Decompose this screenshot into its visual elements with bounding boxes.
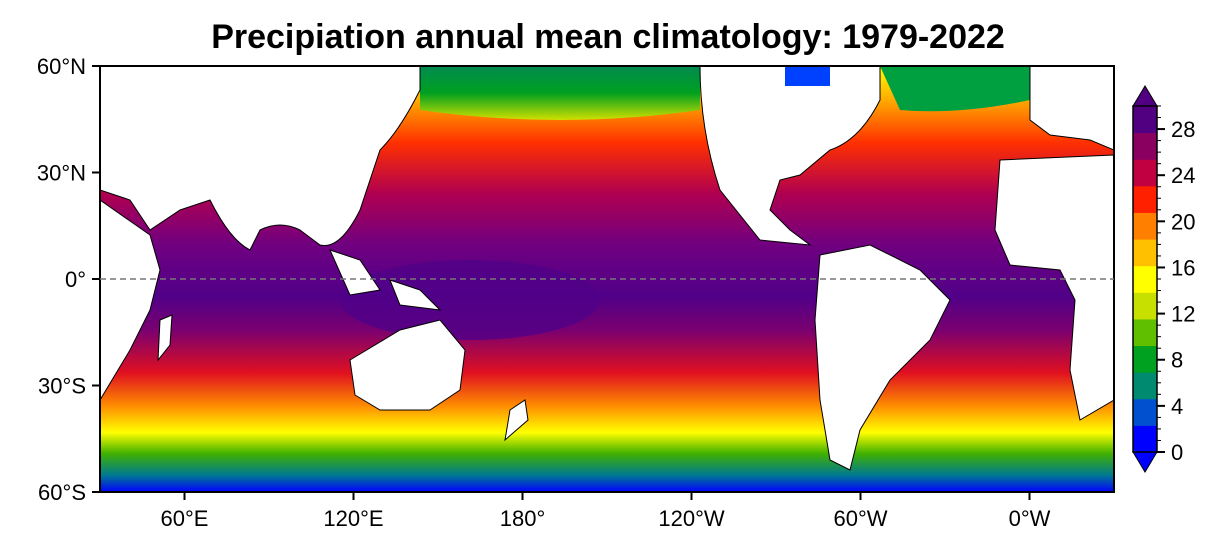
new-zealand bbox=[504, 399, 529, 442]
colorbar-extend-min bbox=[1132, 451, 1158, 473]
north-pacific-band bbox=[420, 66, 700, 120]
colorbar-tick-label: 20 bbox=[1171, 209, 1195, 234]
colorbar-segment bbox=[1133, 265, 1157, 293]
lon-tick-label: 0°W bbox=[1009, 506, 1051, 531]
colorbar-segment bbox=[1133, 212, 1157, 240]
lon-tick-label: 60°E bbox=[161, 506, 209, 531]
longitude-ticks: 60°E 120°E 180° 120°W 60°W 0°W bbox=[161, 492, 1051, 531]
west-pacific-warm-pool bbox=[340, 260, 600, 340]
lat-tick-label: 30°S bbox=[38, 374, 86, 399]
eurasia-africa-landmass bbox=[100, 66, 421, 251]
lat-tick-label: 30°N bbox=[37, 161, 86, 186]
latitude-ticks: 60°N 30°N 0° 30°S 60°S bbox=[37, 54, 100, 505]
colorbar-segment bbox=[1133, 106, 1157, 134]
colorbar-segment bbox=[1133, 425, 1157, 453]
colorbar-segment bbox=[1133, 318, 1157, 347]
europe-landmass bbox=[1029, 66, 1114, 151]
colorbar-tick-label: 4 bbox=[1171, 394, 1183, 419]
lon-tick-label: 60°W bbox=[833, 506, 887, 531]
colorbar-segment bbox=[1133, 239, 1157, 267]
colorbar-segment bbox=[1133, 398, 1157, 426]
colorbar-tick-label: 12 bbox=[1171, 302, 1195, 327]
australia-landmass bbox=[349, 319, 466, 411]
colorbar-segment bbox=[1133, 185, 1157, 213]
colorbar-tick-label: 28 bbox=[1171, 117, 1195, 142]
lat-tick-label: 0° bbox=[65, 267, 86, 292]
lat-tick-label: 60°S bbox=[38, 480, 86, 505]
colorbar-segment bbox=[1133, 132, 1157, 160]
colorbar-extend-max bbox=[1132, 85, 1158, 107]
madagascar bbox=[157, 314, 173, 362]
africa-landmass-left bbox=[100, 199, 161, 401]
africa-landmass-right bbox=[994, 154, 1114, 421]
lat-tick-label: 60°N bbox=[37, 54, 86, 79]
south-america-landmass bbox=[814, 244, 951, 471]
colorbar-segment bbox=[1133, 345, 1157, 373]
colorbar: 0 4 8 12 16 20 24 28 bbox=[1132, 85, 1195, 473]
chart-title: Precipiation annual mean climatology: 19… bbox=[211, 18, 1005, 56]
lon-tick-label: 180° bbox=[500, 506, 546, 531]
lon-tick-label: 120°W bbox=[658, 506, 725, 531]
lon-tick-label: 120°E bbox=[323, 506, 383, 531]
colorbar-segment bbox=[1133, 292, 1157, 320]
colorbar-tick-label: 24 bbox=[1171, 163, 1195, 188]
maritime-continent bbox=[329, 249, 442, 311]
colorbar-segment bbox=[1133, 159, 1157, 187]
north-atlantic-band bbox=[880, 66, 1030, 112]
colorbar-segment bbox=[1133, 372, 1157, 400]
colorbar-tick-label: 0 bbox=[1171, 440, 1183, 465]
colorbar-tick-label: 16 bbox=[1171, 255, 1195, 280]
north-america-landmass bbox=[699, 66, 881, 246]
greenland-patch bbox=[785, 66, 830, 86]
colorbar-tick-label: 8 bbox=[1171, 348, 1183, 373]
